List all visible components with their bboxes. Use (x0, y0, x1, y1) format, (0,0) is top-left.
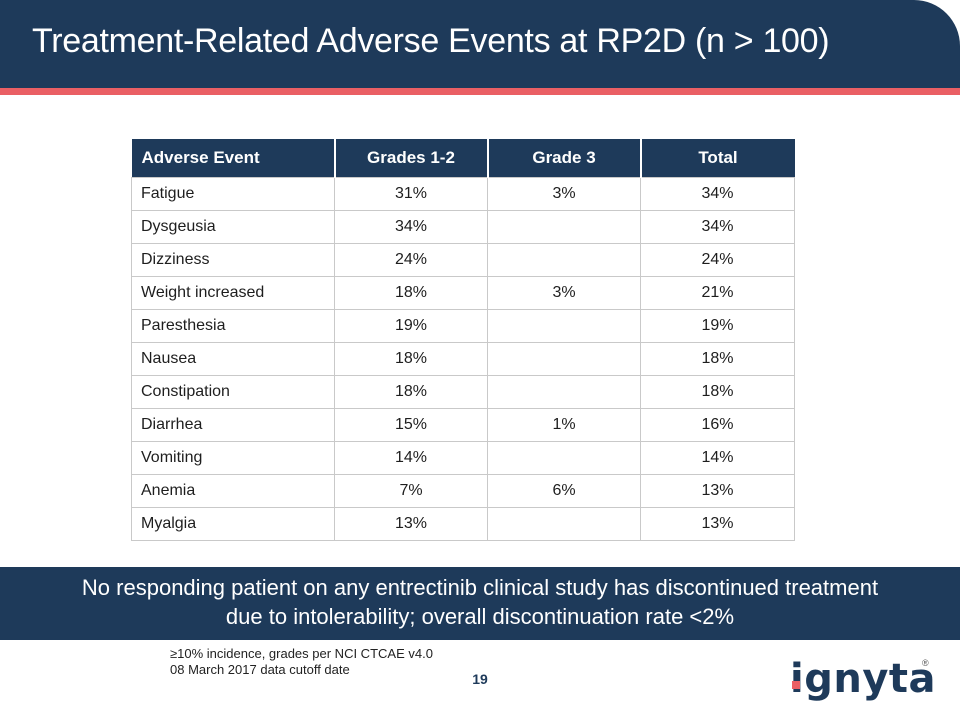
adverse-event-cell: Constipation (131, 375, 335, 409)
banner-line-1: No responding patient on any entrectinib… (81, 575, 879, 600)
logo-dot-icon (792, 681, 800, 689)
registered-mark: ® (922, 658, 929, 668)
total-cell: 13% (640, 474, 795, 508)
grade-3-cell: 1% (487, 408, 641, 442)
grades-1-2-cell: 31% (334, 177, 488, 211)
total-cell: 21% (640, 276, 795, 310)
table-row: Paresthesia 19% 19% (131, 309, 795, 343)
total-cell: 14% (640, 441, 795, 475)
total-cell: 13% (640, 507, 795, 541)
table-row: Constipation 18% 18% (131, 375, 795, 409)
column-header-grades-1-2: Grades 1-2 (334, 139, 489, 178)
grade-3-cell (487, 441, 641, 475)
grade-3-cell (487, 342, 641, 376)
grades-1-2-cell: 34% (334, 210, 488, 244)
grades-1-2-cell: 24% (334, 243, 488, 277)
table-row: Vomiting 14% 14% (131, 441, 795, 475)
grades-1-2-cell: 14% (334, 441, 488, 475)
total-cell: 34% (640, 177, 795, 211)
grade-3-cell: 3% (487, 177, 641, 211)
key-message-banner: No responding patient on any entrectinib… (0, 567, 960, 640)
grade-3-cell: 6% (487, 474, 641, 508)
table-row: Anemia 7% 6% 13% (131, 474, 795, 508)
grade-3-cell (487, 507, 641, 541)
footnote-cutoff-date: 08 March 2017 data cutoff date (170, 662, 350, 677)
logo-wordmark: ignyta (790, 656, 937, 702)
table-header-row: Adverse Event Grades 1-2 Grade 3 Total (131, 139, 795, 178)
table-row: Dysgeusia 34% 34% (131, 210, 795, 244)
table-row: Diarrhea 15% 1% 16% (131, 408, 795, 442)
grade-3-cell (487, 243, 641, 277)
grades-1-2-cell: 13% (334, 507, 488, 541)
grades-1-2-cell: 19% (334, 309, 488, 343)
table-row: Weight increased 18% 3% 21% (131, 276, 795, 310)
grades-1-2-cell: 18% (334, 375, 488, 409)
grades-1-2-cell: 18% (334, 276, 488, 310)
total-cell: 16% (640, 408, 795, 442)
column-header-total: Total (640, 139, 795, 178)
column-header-adverse-event: Adverse Event (131, 139, 336, 178)
title-bar: Treatment-Related Adverse Events at RP2D… (0, 0, 960, 88)
adverse-event-cell: Nausea (131, 342, 335, 376)
adverse-event-cell: Dysgeusia (131, 210, 335, 244)
grades-1-2-cell: 15% (334, 408, 488, 442)
adverse-event-cell: Fatigue (131, 177, 335, 211)
grade-3-cell: 3% (487, 276, 641, 310)
adverse-event-cell: Diarrhea (131, 408, 335, 442)
adverse-event-cell: Weight increased (131, 276, 335, 310)
total-cell: 34% (640, 210, 795, 244)
footnote-incidence: ≥10% incidence, grades per NCI CTCAE v4.… (170, 646, 433, 661)
total-cell: 18% (640, 375, 795, 409)
ignyta-logo: ignyta ® (790, 656, 940, 706)
grades-1-2-cell: 7% (334, 474, 488, 508)
total-cell: 18% (640, 342, 795, 376)
column-header-grade-3: Grade 3 (487, 139, 642, 178)
table-row: Dizziness 24% 24% (131, 243, 795, 277)
table-row: Fatigue 31% 3% 34% (131, 177, 795, 211)
adverse-events-table: Adverse Event Grades 1-2 Grade 3 Total F… (131, 139, 795, 541)
total-cell: 19% (640, 309, 795, 343)
adverse-event-cell: Paresthesia (131, 309, 335, 343)
table-body: Fatigue 31% 3% 34% Dysgeusia 34% 34% Dizziness 2… (131, 177, 795, 541)
grade-3-cell (487, 309, 641, 343)
grades-1-2-cell: 18% (334, 342, 488, 376)
slide-title: Treatment-Related Adverse Events at RP2D… (32, 22, 830, 60)
adverse-event-cell: Anemia (131, 474, 335, 508)
adverse-event-cell: Vomiting (131, 441, 335, 475)
banner-line-2: due to intolerability; overall discontin… (225, 604, 735, 629)
adverse-event-cell: Dizziness (131, 243, 335, 277)
grade-3-cell (487, 210, 641, 244)
total-cell: 24% (640, 243, 795, 277)
table-row: Myalgia 13% 13% (131, 507, 795, 541)
grade-3-cell (487, 375, 641, 409)
adverse-event-cell: Myalgia (131, 507, 335, 541)
accent-divider (0, 88, 960, 95)
table-row: Nausea 18% 18% (131, 342, 795, 376)
page-number: 19 (472, 671, 488, 687)
